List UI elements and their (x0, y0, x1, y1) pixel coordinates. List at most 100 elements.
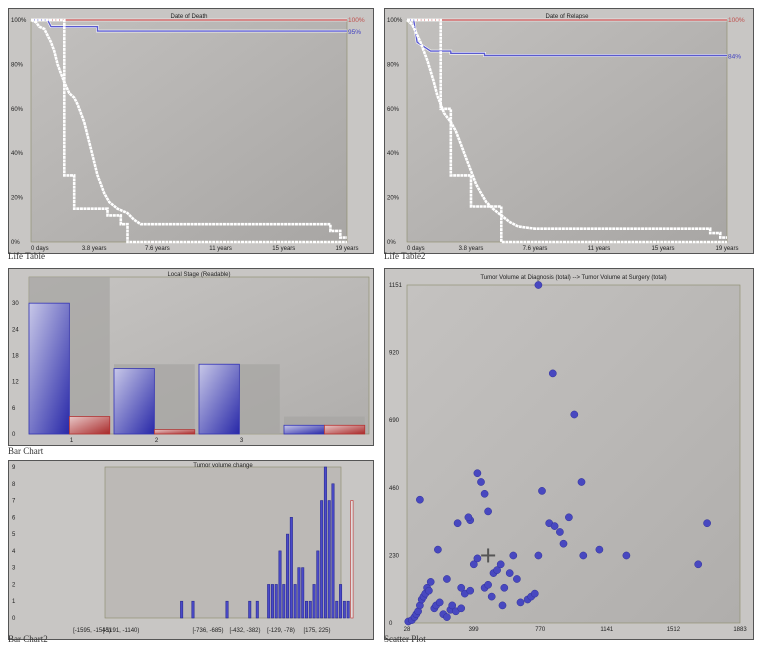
chart-title: Date of Death (170, 14, 207, 20)
scatter-point (550, 522, 559, 530)
end-label: 100% (728, 17, 745, 24)
scatter-point (453, 519, 462, 528)
end-label: 95% (348, 29, 361, 36)
scatter-point (443, 575, 451, 583)
y-tick-label: 100% (11, 18, 27, 24)
histogram-bar (342, 600, 346, 619)
histogram-bar (346, 600, 350, 619)
y-tick-label: 18 (12, 354, 19, 360)
histogram-bar (289, 517, 293, 619)
chart-title: Tumor Volume at Diagnosis (total) --> Tu… (480, 275, 666, 281)
x-tick-label: 3 (240, 438, 244, 444)
y-tick-label: 690 (389, 418, 400, 424)
scatter-point (703, 519, 711, 528)
scatter-point (565, 513, 573, 522)
chart-title: Date of Relapse (545, 14, 589, 20)
scatter-point (595, 545, 604, 554)
scatter-point (538, 487, 546, 495)
x-tick-label: 3.8 years (82, 246, 107, 252)
end-label: 100% (348, 17, 365, 24)
x-tick-label: 11 years (209, 246, 232, 252)
life-table2-chart: Date of Relapse 0% 20% 40% 60% 80% 100% 0 days 3… (387, 14, 745, 252)
histogram-bar (312, 584, 316, 619)
scatter-point (435, 598, 444, 607)
y-tick-label: 6 (12, 515, 16, 521)
x-tick-label: 2 (155, 438, 159, 444)
histogram-bar (350, 500, 354, 619)
scatter-point (484, 507, 492, 516)
histogram-bar (270, 584, 274, 619)
histogram-bar (316, 550, 320, 619)
y-tick-label: 1 (12, 599, 16, 605)
scatter-point (473, 469, 482, 478)
scatter-point (416, 495, 424, 504)
y-tick-label: 60% (11, 107, 24, 113)
y-tick-label: 60% (387, 107, 400, 113)
scatter-point (457, 583, 466, 592)
scatter-point (487, 592, 496, 601)
scatter-point (534, 281, 543, 289)
y-tick-label: 0% (387, 240, 396, 246)
series-2-line (30, 18, 347, 239)
scatter-point (443, 613, 451, 621)
scatter-point (556, 528, 564, 536)
x-tick-label: 1883 (733, 627, 747, 633)
histogram-bar (267, 584, 271, 619)
bar-series-1 (153, 429, 196, 435)
histogram-bar (339, 584, 343, 619)
x-tick-label: [-1595, -1545) (73, 628, 111, 634)
histogram-bar (323, 466, 327, 619)
scatter-point (473, 554, 482, 563)
end-label: 84% (728, 54, 741, 61)
y-tick-label: 0 (12, 616, 16, 622)
x-tick-label: 15 years (651, 246, 674, 252)
bar-chart2-chart: Tumor volume change 0 1 2 3 4 5 6 7 8 9 [-1595, -15… (12, 463, 354, 634)
y-tick-label: 0 (12, 432, 16, 438)
scatter-point (484, 580, 492, 589)
x-tick-label: 19 years (335, 246, 358, 252)
y-tick-label: 12 (12, 380, 19, 386)
scatter-point (579, 551, 588, 560)
y-tick-label: 20% (11, 196, 24, 202)
histogram-bar (225, 600, 229, 619)
y-tick-label: 3 (12, 566, 16, 572)
plot-area (406, 284, 741, 624)
scatter-point (426, 578, 435, 586)
bar-series-0 (113, 368, 155, 435)
y-tick-label: 20% (387, 196, 400, 202)
plot-area (104, 466, 342, 619)
bar-series-1 (68, 416, 111, 435)
scatter-point (509, 551, 518, 560)
x-tick-label: 7.6 years (145, 246, 170, 252)
scatter-point (513, 575, 521, 583)
y-tick-label: 30 (12, 301, 19, 307)
series-2-line (406, 19, 727, 239)
x-tick-label: 28 (404, 627, 411, 633)
histogram-bar (335, 600, 339, 619)
bar-series-0 (198, 363, 240, 435)
histogram-bar (301, 567, 305, 619)
y-tick-label: 8 (12, 482, 16, 488)
scatter-point (480, 489, 489, 498)
scatter-point (466, 586, 475, 595)
scatter-point (457, 604, 466, 613)
scatter-point (577, 478, 586, 486)
y-tick-label: 7 (12, 499, 16, 505)
bar-series-0 (28, 302, 70, 435)
histogram-bar (297, 567, 301, 619)
chart-title: Local Stage (Readable) (167, 272, 230, 278)
x-tick-label: 1 (70, 438, 74, 444)
y-tick-label: 0 (389, 621, 393, 627)
scatter-point (434, 545, 442, 554)
histogram-bar (320, 500, 324, 619)
y-tick-label: 80% (11, 62, 24, 68)
x-tick-label: 7.6 years (523, 246, 548, 252)
plot-area (30, 19, 348, 243)
x-tick-label: 0 days (31, 246, 49, 252)
y-tick-label: 100% (387, 18, 403, 24)
scatter-point (464, 513, 473, 522)
life-table2-panel: Date of Relapse 0% 20% 40% 60% 80% 100% 0 days 3… (384, 8, 754, 254)
scatter-point (505, 569, 514, 577)
bar-series-0 (283, 424, 325, 435)
